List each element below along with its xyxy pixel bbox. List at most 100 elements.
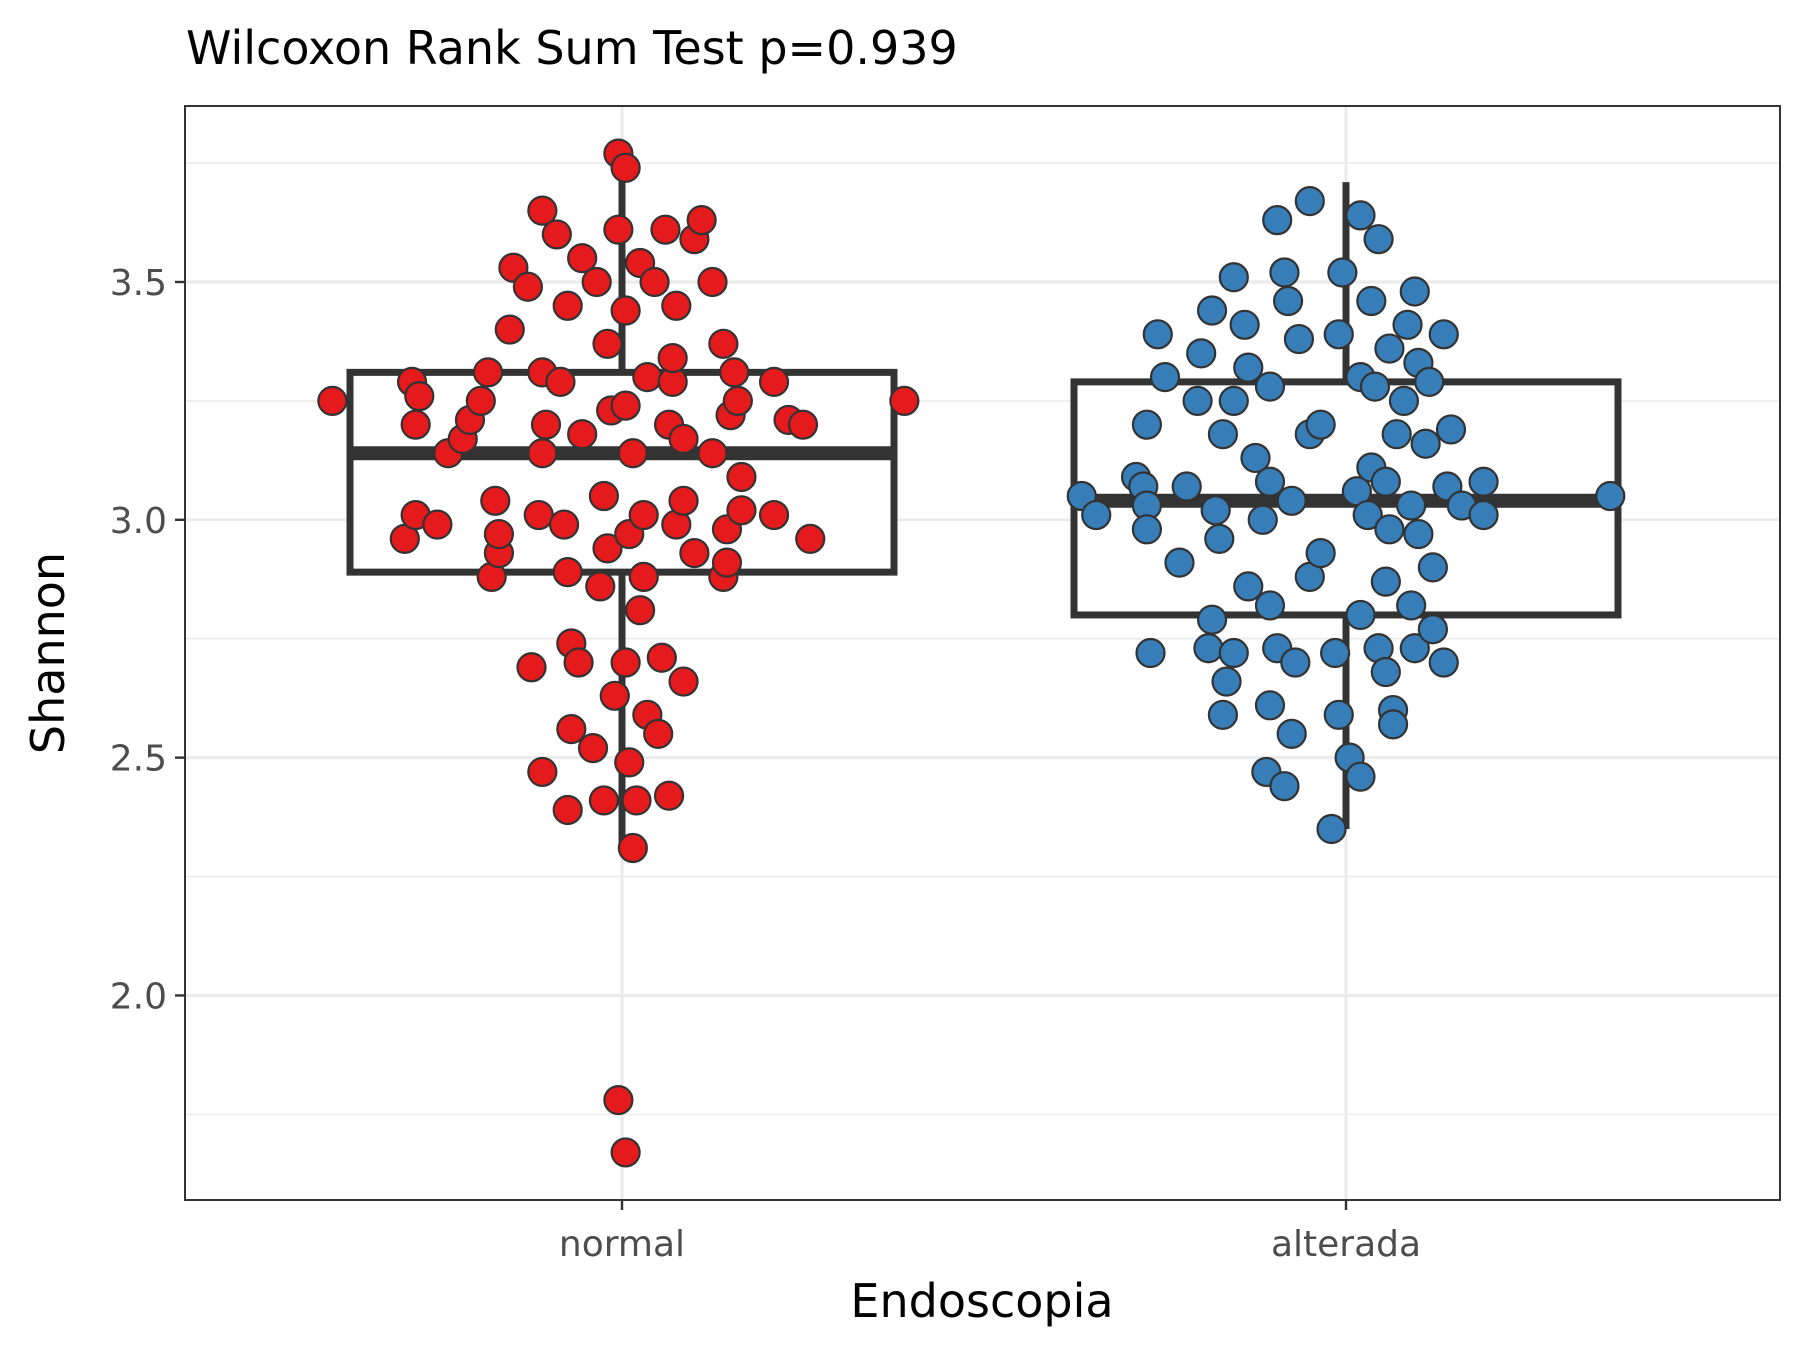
data-point — [1468, 466, 1499, 497]
data-point — [552, 557, 583, 588]
data-point — [1182, 385, 1213, 417]
data-point — [1218, 637, 1249, 669]
data-point — [1381, 419, 1412, 450]
data-point — [422, 509, 453, 540]
data-point — [1193, 633, 1224, 664]
data-point — [1374, 514, 1405, 545]
data-point — [1171, 471, 1202, 502]
data-point — [1352, 499, 1383, 531]
data-point — [480, 485, 511, 516]
data-point — [592, 328, 623, 359]
data-point — [577, 733, 609, 764]
data-point — [603, 1085, 634, 1116]
data-point — [661, 290, 692, 321]
y-tick-label: 3.5 — [110, 263, 167, 304]
data-point — [653, 780, 685, 811]
data-point — [1196, 604, 1228, 635]
data-point — [708, 328, 739, 359]
x-axis: normal alterada — [559, 1200, 1421, 1265]
data-point — [624, 595, 656, 626]
data-point — [1595, 480, 1626, 512]
data-point — [567, 419, 598, 450]
data-point — [610, 390, 641, 421]
data-point — [617, 438, 648, 469]
y-axis-title: Shannon — [21, 552, 75, 754]
data-point — [585, 571, 616, 602]
data-point — [628, 561, 659, 592]
data-point — [1254, 466, 1286, 497]
data-point — [617, 832, 648, 864]
data-point — [639, 266, 670, 298]
data-point — [1396, 490, 1427, 521]
data-point — [1081, 499, 1112, 531]
data-point — [317, 385, 348, 417]
data-point — [516, 652, 547, 683]
data-point — [787, 409, 819, 440]
data-point — [1204, 523, 1235, 554]
data-point — [1359, 371, 1391, 402]
data-point — [527, 756, 558, 788]
data-point — [1211, 666, 1242, 697]
data-point — [610, 647, 641, 678]
data-point — [1283, 323, 1315, 355]
data-point — [1135, 637, 1166, 669]
data-point — [1262, 205, 1293, 236]
data-point — [1396, 590, 1427, 621]
data-point — [650, 214, 681, 245]
data-point — [1269, 257, 1300, 288]
data-point — [545, 366, 576, 397]
data-point — [523, 499, 554, 531]
data-point — [610, 152, 641, 183]
grid-lines — [185, 106, 1780, 1200]
data-point — [530, 409, 562, 440]
data-point — [512, 271, 543, 302]
data-point — [1254, 590, 1286, 621]
data-point — [552, 290, 583, 321]
data-point — [527, 195, 558, 226]
data-point — [527, 438, 558, 469]
data-point — [494, 314, 525, 345]
data-point — [1374, 333, 1405, 364]
data-point — [726, 461, 757, 493]
data-point — [657, 342, 688, 374]
data-point — [1149, 362, 1181, 393]
data-point — [668, 485, 699, 516]
data-point — [646, 642, 677, 673]
data-point — [1399, 276, 1430, 307]
points-alterada — [1066, 186, 1626, 845]
data-point — [1142, 319, 1173, 350]
data-point — [697, 266, 728, 298]
data-point — [1428, 647, 1459, 678]
data-point — [758, 499, 790, 531]
data-point — [1417, 614, 1448, 645]
data-point — [581, 266, 612, 298]
data-point — [1272, 285, 1304, 317]
data-point — [541, 219, 572, 250]
data-point — [758, 366, 790, 397]
data-point — [588, 785, 620, 816]
data-point — [1388, 385, 1420, 417]
data-point — [1399, 633, 1430, 664]
data-point — [552, 794, 583, 826]
data-point — [795, 523, 826, 554]
data-point — [711, 547, 743, 578]
data-point — [548, 509, 580, 540]
y-tick-label: 3.0 — [110, 501, 167, 542]
data-point — [1428, 319, 1459, 350]
chart-title: Wilcoxon Rank Sum Test p=0.939 — [186, 21, 958, 75]
data-point — [643, 718, 674, 749]
data-point — [628, 499, 659, 531]
data-point — [1280, 647, 1311, 678]
data-point — [1254, 690, 1286, 721]
data-point — [1345, 761, 1376, 792]
data-point — [1435, 414, 1467, 445]
data-point — [404, 381, 435, 412]
data-point — [1356, 285, 1387, 317]
data-point — [719, 357, 750, 388]
data-point — [1468, 499, 1499, 531]
data-point — [1323, 319, 1354, 350]
data-point — [1410, 428, 1441, 459]
data-point — [614, 747, 645, 778]
data-point — [1370, 466, 1401, 497]
